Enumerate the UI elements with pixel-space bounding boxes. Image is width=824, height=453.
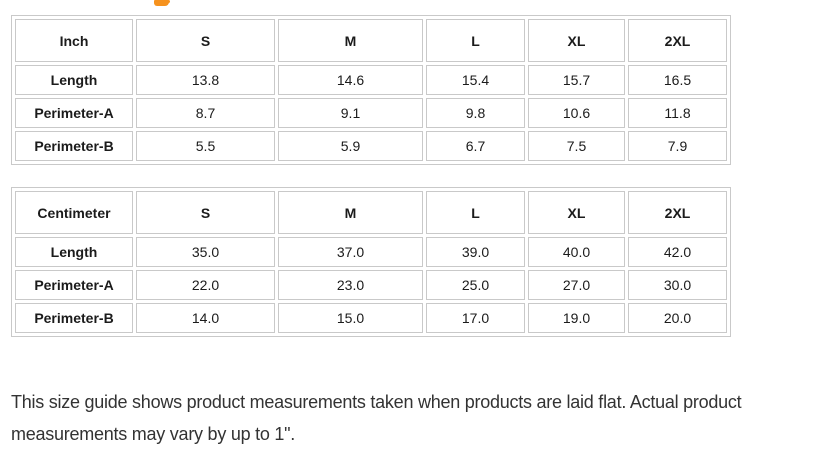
value-cell: 7.5 [528,131,625,161]
size-header-cell: XL [528,19,625,62]
size-header-cell: L [426,19,525,62]
value-cell: 23.0 [278,270,423,300]
size-header-cell: S [136,19,275,62]
value-cell: 42.0 [628,237,727,267]
value-cell: 16.5 [628,65,727,95]
table-row: Perimeter-B 5.5 5.9 6.7 7.5 7.9 [15,131,727,161]
value-cell: 6.7 [426,131,525,161]
note-line: measurements may vary by up to 1". [11,424,296,444]
value-cell: 14.6 [278,65,423,95]
note-line: This size guide shows product measuremen… [11,392,742,412]
value-cell: 30.0 [628,270,727,300]
value-cell: 39.0 [426,237,525,267]
table-row: Perimeter-B 14.0 15.0 17.0 19.0 20.0 [15,303,727,333]
row-label-cell: Perimeter-A [15,98,133,128]
centimeter-size-table: Centimeter S M L XL 2XL Length 35.0 37.0… [11,187,731,337]
value-cell: 15.0 [278,303,423,333]
value-cell: 8.7 [136,98,275,128]
row-label-cell: Length [15,237,133,267]
size-guide: Inch S M L XL 2XL Length 13.8 14.6 15.4 … [11,15,742,450]
value-cell: 7.9 [628,131,727,161]
unit-header-cell: Inch [15,19,133,62]
value-cell: 40.0 [528,237,625,267]
size-header-cell: S [136,191,275,234]
row-label-cell: Perimeter-B [15,131,133,161]
value-cell: 11.8 [628,98,727,128]
value-cell: 37.0 [278,237,423,267]
size-header-cell: M [278,19,423,62]
inch-size-table: Inch S M L XL 2XL Length 13.8 14.6 15.4 … [11,15,731,165]
table-header-row: Inch S M L XL 2XL [15,19,727,62]
value-cell: 5.5 [136,131,275,161]
value-cell: 9.8 [426,98,525,128]
row-label-cell: Length [15,65,133,95]
value-cell: 15.7 [528,65,625,95]
table-row: Length 13.8 14.6 15.4 15.7 16.5 [15,65,727,95]
size-header-cell: 2XL [628,19,727,62]
value-cell: 25.0 [426,270,525,300]
value-cell: 19.0 [528,303,625,333]
table-row: Perimeter-A 22.0 23.0 25.0 27.0 30.0 [15,270,727,300]
size-guide-note: This size guide shows product measuremen… [11,386,742,450]
unit-header-cell: Centimeter [15,191,133,234]
size-header-cell: L [426,191,525,234]
value-cell: 10.6 [528,98,625,128]
value-cell: 5.9 [278,131,423,161]
value-cell: 35.0 [136,237,275,267]
value-cell: 14.0 [136,303,275,333]
size-header-cell: XL [528,191,625,234]
value-cell: 9.1 [278,98,423,128]
value-cell: 27.0 [528,270,625,300]
clipped-heading-fragment [154,0,170,6]
value-cell: 15.4 [426,65,525,95]
value-cell: 20.0 [628,303,727,333]
row-label-cell: Perimeter-B [15,303,133,333]
size-header-cell: M [278,191,423,234]
row-label-cell: Perimeter-A [15,270,133,300]
table-row: Perimeter-A 8.7 9.1 9.8 10.6 11.8 [15,98,727,128]
value-cell: 13.8 [136,65,275,95]
value-cell: 17.0 [426,303,525,333]
table-row: Length 35.0 37.0 39.0 40.0 42.0 [15,237,727,267]
size-header-cell: 2XL [628,191,727,234]
value-cell: 22.0 [136,270,275,300]
table-header-row: Centimeter S M L XL 2XL [15,191,727,234]
